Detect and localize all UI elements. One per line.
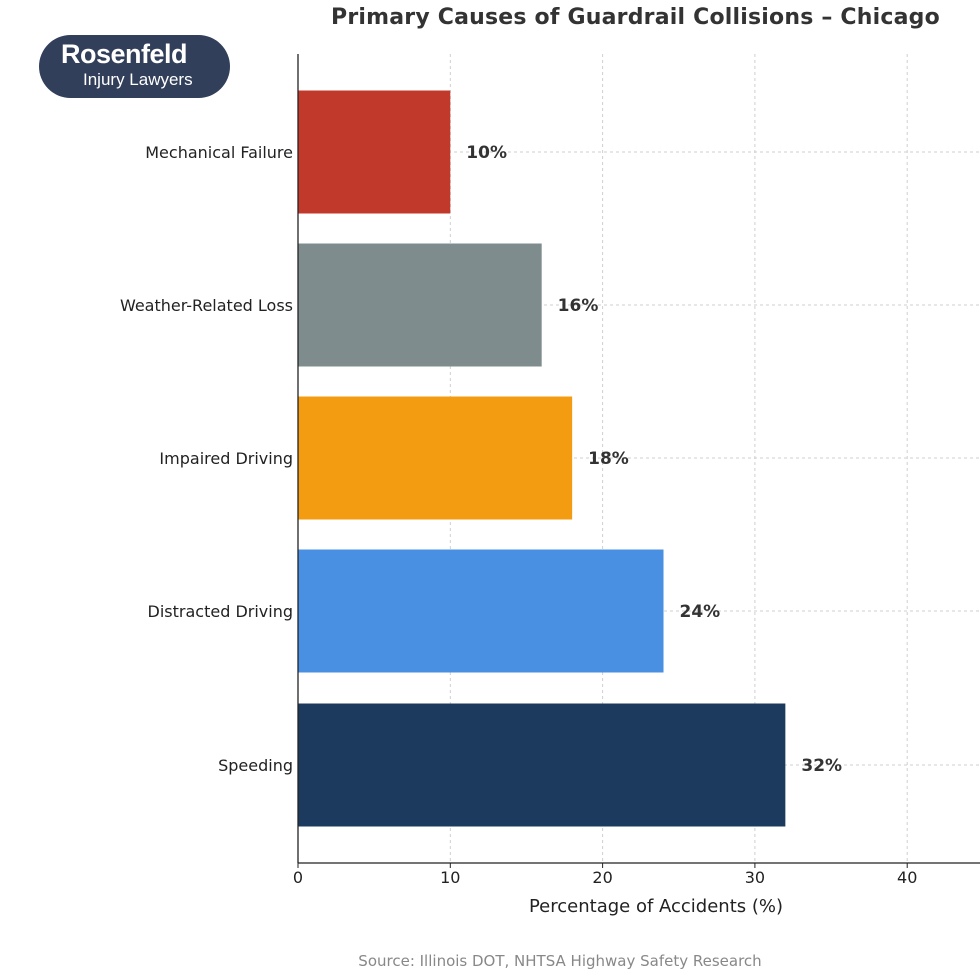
bar-value-label: 24% [680, 602, 721, 622]
labels: 10% Mechanical Failure 16% Weather-Related … [120, 143, 917, 917]
logo-tagline: Injury Lawyers [83, 70, 193, 89]
source-note: Source: Illinois DOT, NHTSA Highway Safe… [358, 952, 762, 970]
x-tick-label: 40 [897, 868, 917, 887]
y-tick-label: Speeding [218, 756, 293, 775]
bar [298, 90, 451, 214]
x-tick-label: 10 [440, 868, 460, 887]
bar [298, 243, 542, 367]
bar [298, 549, 664, 673]
x-tick-label: 20 [592, 868, 612, 887]
bar [298, 396, 573, 520]
chart-title: Primary Causes of Guardrail Collisions –… [331, 5, 940, 30]
x-axis-title: Percentage of Accidents (%) [529, 896, 783, 917]
bars [298, 90, 786, 827]
bar-value-label: 10% [466, 143, 507, 163]
y-tick-label: Mechanical Failure [145, 143, 293, 162]
y-tick-label: Weather-Related Loss [120, 296, 293, 315]
axes [297, 54, 980, 868]
bar-value-label: 32% [801, 756, 842, 776]
x-tick-label: 30 [745, 868, 765, 887]
company-logo: Rosenfeld Injury Lawyers [39, 35, 230, 98]
logo-name: Rosenfeld [61, 39, 188, 69]
bar-value-label: 18% [588, 449, 629, 469]
bar-value-label: 16% [558, 296, 599, 316]
y-tick-label: Distracted Driving [148, 602, 293, 621]
y-tick-label: Impaired Driving [159, 449, 293, 468]
x-tick-label: 0 [293, 868, 303, 887]
bar [298, 703, 786, 827]
